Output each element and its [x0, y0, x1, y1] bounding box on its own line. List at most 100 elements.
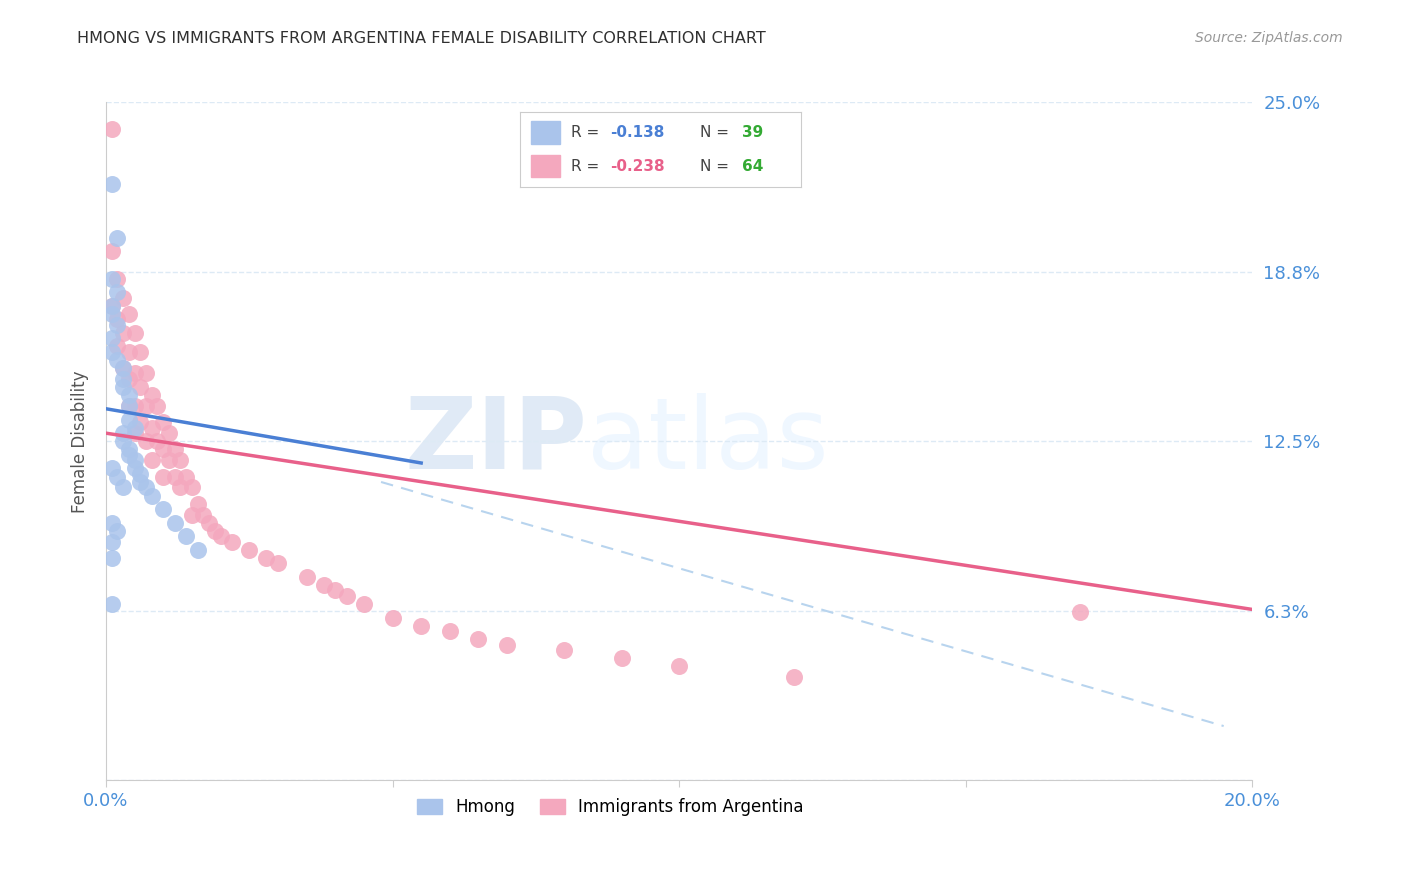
Point	[105, 231, 128, 245]
Point	[105, 469, 128, 483]
Point	[100, 299, 122, 313]
Point	[496, 638, 519, 652]
Point	[129, 467, 152, 481]
Text: 64: 64	[742, 159, 763, 174]
Point	[204, 524, 226, 538]
Point	[118, 388, 141, 402]
Point	[100, 299, 122, 313]
Point	[124, 461, 146, 475]
Point	[105, 285, 128, 299]
Point	[118, 399, 141, 413]
Point	[100, 534, 122, 549]
Point	[146, 399, 169, 413]
Point	[100, 122, 122, 136]
Point	[141, 388, 163, 402]
Text: atlas: atlas	[588, 392, 830, 490]
Point	[124, 426, 146, 441]
Point	[129, 344, 152, 359]
Point	[783, 670, 806, 684]
Point	[129, 415, 152, 429]
Point	[152, 442, 174, 457]
Point	[118, 448, 141, 462]
Point	[152, 415, 174, 429]
Point	[124, 399, 146, 413]
Text: HMONG VS IMMIGRANTS FROM ARGENTINA FEMALE DISABILITY CORRELATION CHART: HMONG VS IMMIGRANTS FROM ARGENTINA FEMAL…	[77, 31, 766, 46]
Point	[124, 453, 146, 467]
Point	[221, 534, 243, 549]
Point	[180, 508, 202, 522]
Point	[100, 331, 122, 345]
Point	[163, 442, 186, 457]
Point	[100, 307, 122, 321]
Text: -0.238: -0.238	[610, 159, 665, 174]
Point	[129, 475, 152, 489]
Point	[100, 461, 122, 475]
Point	[112, 361, 135, 376]
Point	[112, 434, 135, 449]
Point	[353, 597, 375, 611]
Point	[169, 480, 191, 494]
Point	[141, 421, 163, 435]
Point	[105, 271, 128, 285]
Point	[118, 344, 141, 359]
Point	[118, 442, 141, 457]
Point	[129, 380, 152, 394]
Point	[152, 469, 174, 483]
Point	[100, 597, 122, 611]
Point	[187, 542, 209, 557]
Point	[135, 399, 157, 413]
Point	[124, 326, 146, 340]
Text: 39: 39	[742, 125, 763, 140]
Point	[105, 318, 128, 332]
Text: Source: ZipAtlas.com: Source: ZipAtlas.com	[1195, 31, 1343, 45]
Point	[187, 497, 209, 511]
Point	[323, 583, 346, 598]
Point	[135, 480, 157, 494]
Point	[135, 367, 157, 381]
Point	[105, 312, 128, 326]
Point	[141, 453, 163, 467]
Point	[381, 610, 404, 624]
Point	[112, 426, 135, 441]
Point	[100, 344, 122, 359]
Point	[112, 372, 135, 386]
Point	[135, 434, 157, 449]
Point	[118, 412, 141, 426]
Point	[124, 421, 146, 435]
Text: R =: R =	[571, 125, 605, 140]
Point	[105, 339, 128, 353]
Point	[124, 367, 146, 381]
Point	[254, 550, 277, 565]
Point	[157, 453, 180, 467]
Point	[467, 632, 489, 647]
Text: R =: R =	[571, 159, 605, 174]
Point	[312, 578, 335, 592]
Point	[209, 529, 232, 543]
Point	[112, 380, 135, 394]
Point	[439, 624, 461, 639]
Point	[105, 353, 128, 368]
Point	[238, 542, 260, 557]
Point	[295, 570, 318, 584]
Point	[157, 426, 180, 441]
Point	[100, 177, 122, 191]
Point	[180, 480, 202, 494]
Point	[553, 643, 575, 657]
Point	[411, 618, 433, 632]
Point	[112, 291, 135, 305]
Point	[112, 361, 135, 376]
Point	[174, 529, 197, 543]
Point	[610, 651, 633, 665]
Legend: Hmong, Immigrants from Argentina: Hmong, Immigrants from Argentina	[411, 791, 810, 822]
Text: N =: N =	[700, 125, 734, 140]
Point	[105, 524, 128, 538]
Point	[169, 453, 191, 467]
Point	[336, 589, 359, 603]
Bar	[531, 121, 560, 145]
Point	[118, 372, 141, 386]
Text: N =: N =	[700, 159, 734, 174]
Bar	[531, 154, 560, 178]
Text: -0.138: -0.138	[610, 125, 665, 140]
Point	[112, 326, 135, 340]
Point	[118, 307, 141, 321]
